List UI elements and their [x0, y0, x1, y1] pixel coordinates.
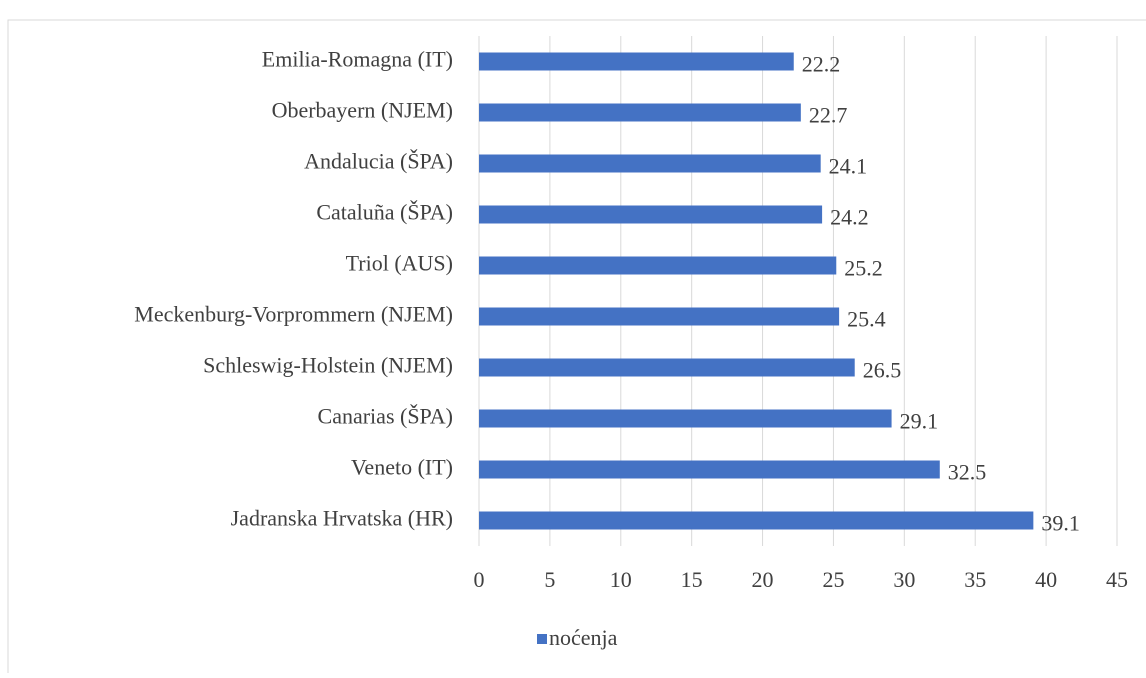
bar — [479, 154, 821, 173]
bar — [479, 205, 823, 224]
value-label: 25.4 — [847, 307, 886, 332]
value-label: 24.2 — [830, 205, 869, 230]
y-tick-label: Andalucia (ŠPA) — [304, 149, 453, 174]
y-tick-label: Canarias (ŠPA) — [318, 404, 453, 429]
x-tick-label: 15 — [681, 567, 703, 592]
bar — [479, 511, 1034, 530]
x-tick-label: 35 — [964, 567, 986, 592]
value-label: 24.1 — [829, 154, 868, 179]
value-label: 25.2 — [844, 256, 883, 281]
bar — [479, 358, 855, 377]
y-tick-label: Schleswig-Holstein (NJEM) — [203, 353, 453, 378]
value-label: 22.7 — [809, 103, 848, 128]
x-tick-label: 45 — [1106, 567, 1128, 592]
x-tick-label: 10 — [610, 567, 632, 592]
value-label: 29.1 — [900, 409, 939, 434]
x-tick-label: 0 — [474, 567, 485, 592]
y-tick-label: Oberbayern (NJEM) — [272, 98, 453, 123]
x-tick-label: 5 — [544, 567, 555, 592]
value-label: 26.5 — [863, 358, 902, 383]
y-tick-label: Jadranska Hrvatska (HR) — [231, 506, 453, 531]
y-tick-label: Triol (AUS) — [346, 251, 453, 276]
bar — [479, 52, 794, 71]
x-tick-label: 30 — [893, 567, 915, 592]
bar — [479, 307, 840, 326]
bar — [479, 256, 837, 275]
value-label: 22.2 — [802, 52, 841, 77]
bar — [479, 103, 801, 122]
value-label: 32.5 — [948, 460, 987, 485]
value-label: 39.1 — [1041, 511, 1080, 536]
legend-swatch — [537, 634, 547, 644]
x-tick-label: 40 — [1035, 567, 1057, 592]
bar — [479, 409, 892, 428]
x-tick-label: 25 — [822, 567, 844, 592]
x-tick-label: 20 — [752, 567, 774, 592]
legend-label: noćenja — [549, 625, 618, 650]
y-tick-label: Cataluña (ŠPA) — [316, 200, 453, 225]
y-tick-label: Veneto (IT) — [351, 455, 453, 480]
chart-frame — [7, 19, 1146, 678]
y-tick-label: Emilia-Romagna (IT) — [262, 47, 453, 72]
bar — [479, 460, 940, 479]
y-tick-label: Meckenburg-Vorprommern (NJEM) — [134, 302, 453, 327]
